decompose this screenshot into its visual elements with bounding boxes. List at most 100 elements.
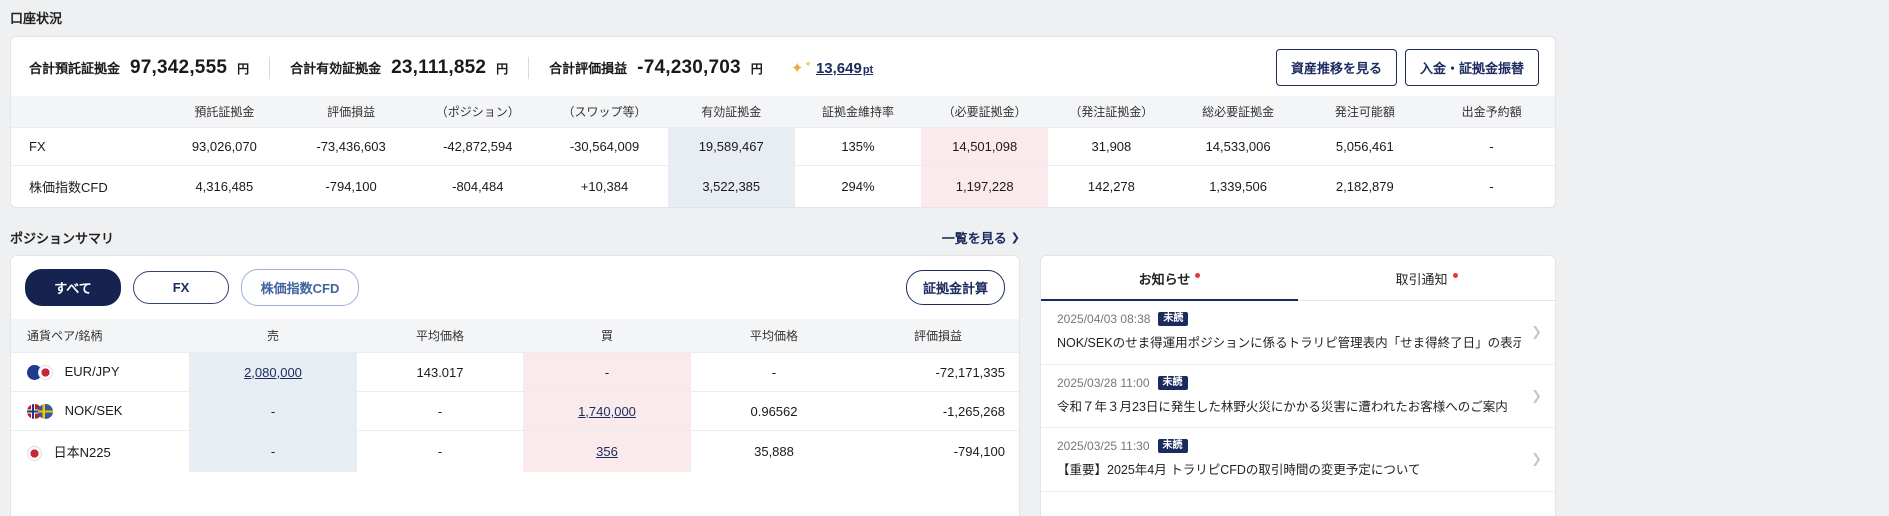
instrument-label: 株価指数CFD bbox=[11, 165, 161, 207]
chevron-right-icon: ❯ bbox=[1531, 324, 1542, 340]
column-header-buy-avg: 平均価格 bbox=[691, 319, 857, 353]
column-header-order-margin: （発注証拠金） bbox=[1048, 96, 1175, 128]
column-header-required: （必要証拠金） bbox=[921, 96, 1049, 128]
table-cell: - bbox=[1428, 165, 1555, 207]
sell-avg-cell: - bbox=[357, 430, 523, 473]
buy-avg-cell: 35,888 bbox=[691, 430, 857, 473]
sell-qty-link[interactable]: 2,080,000 bbox=[244, 364, 302, 380]
buy-avg-cell: - bbox=[691, 351, 857, 392]
account-row-fx: FX 93,026,070 -73,436,603 -42,872,594 -3… bbox=[11, 127, 1555, 166]
buy-qty-cell: 1,740,000 bbox=[523, 391, 691, 431]
eval-pl-cell: -72,171,335 bbox=[857, 351, 1019, 392]
column-header-sell-avg: 平均価格 bbox=[357, 319, 523, 353]
sparkle-icon: ✦ bbox=[790, 59, 804, 77]
news-datetime: 2025/03/25 11:30 bbox=[1057, 439, 1150, 453]
total-effective-unit: 円 bbox=[496, 61, 509, 76]
view-all-label: 一覧を見る bbox=[941, 231, 1007, 246]
table-cell: 1,339,506 bbox=[1174, 165, 1302, 207]
filter-all-button[interactable]: すべて bbox=[25, 269, 121, 306]
buy-qty-link[interactable]: 356 bbox=[596, 444, 618, 460]
table-cell: 14,501,098 bbox=[921, 127, 1049, 166]
news-item[interactable]: 2025/04/03 08:38 未読 NOK/SEKのせま得運用ポジションに係… bbox=[1041, 301, 1555, 365]
unread-badge: 未読 bbox=[1158, 312, 1189, 326]
sell-avg-cell: 143.017 bbox=[357, 351, 523, 392]
sparkle-small-icon: ✦ bbox=[804, 58, 812, 69]
sweden-flag-icon bbox=[38, 404, 53, 420]
table-cell: 135% bbox=[794, 127, 922, 166]
column-header-sell: 売 bbox=[189, 319, 357, 353]
sell-qty-cell: - bbox=[189, 430, 357, 473]
tab-notices-label: お知らせ bbox=[1138, 272, 1191, 287]
divider bbox=[269, 56, 271, 79]
filter-cfd-button[interactable]: 株価指数CFD bbox=[241, 269, 359, 306]
news-title: 令和７年３月23日に発生した林野火災にかかる災害に遭われたお客様へのご案内 bbox=[1057, 399, 1508, 414]
eval-pl-cell: -794,100 bbox=[857, 430, 1019, 473]
account-status-title: 口座状況 bbox=[10, 11, 63, 26]
pair-cell: 日本N225 bbox=[11, 430, 189, 473]
position-table-header-row: 通貨ペア/銘柄 売 平均価格 買 平均価格 評価損益 bbox=[11, 319, 1019, 353]
chevron-right-icon: ❯ bbox=[1010, 232, 1020, 244]
positions-section-header: ポジションサマリ 一覧を見る ❯ bbox=[10, 228, 1020, 247]
pair-label: NOK/SEK bbox=[64, 403, 123, 419]
divider bbox=[528, 56, 530, 79]
column-header-buy: 買 bbox=[523, 319, 691, 353]
total-effective-label: 合計有効証拠金 bbox=[290, 60, 382, 76]
news-item[interactable]: 2025/03/25 11:30 未読 【重要】2025年4月 トラリピCFDの… bbox=[1041, 428, 1555, 492]
news-item[interactable]: 2025/03/28 11:00 未読 令和７年３月23日に発生した林野火災にか… bbox=[1041, 365, 1555, 428]
filter-fx-button[interactable]: FX bbox=[133, 271, 229, 304]
unread-dot-icon bbox=[1195, 273, 1201, 278]
column-header-deposit: 預託証拠金 bbox=[161, 96, 288, 128]
positions-title: ポジションサマリ bbox=[10, 231, 115, 246]
buy-qty-link[interactable]: 1,740,000 bbox=[578, 403, 636, 419]
view-all-link[interactable]: 一覧を見る ❯ bbox=[942, 228, 1020, 247]
points-value: 13,649 bbox=[815, 59, 862, 77]
sell-avg-cell: - bbox=[357, 391, 523, 431]
total-pl-label: 合計評価損益 bbox=[549, 60, 628, 76]
account-status-card: 合計預託証拠金 97,342,555 円 合計有効証拠金 23,111,852 … bbox=[10, 36, 1556, 208]
pair-cell: EUR/JPY bbox=[11, 351, 189, 392]
table-cell: 19,589,467 bbox=[667, 127, 795, 166]
asset-history-button[interactable]: 資産推移を見る bbox=[1275, 49, 1397, 86]
position-row-n225: 日本N225 - - 356 35,888 -794,100 bbox=[11, 430, 1019, 473]
table-cell: 3,522,385 bbox=[667, 165, 795, 207]
deposit-transfer-button[interactable]: 入金・証拠金振替 bbox=[1404, 49, 1539, 86]
tab-trade-alerts[interactable]: 取引通知 bbox=[1298, 256, 1555, 301]
table-cell: -42,872,594 bbox=[414, 127, 542, 166]
account-actions: 資産推移を見る 入金・証拠金振替 bbox=[1275, 49, 1539, 86]
news-datetime: 2025/03/28 11:00 bbox=[1057, 375, 1150, 390]
news-datetime: 2025/04/03 08:38 bbox=[1057, 312, 1151, 326]
unread-dot-icon bbox=[1452, 273, 1458, 278]
column-header-orderable: 発注可能額 bbox=[1301, 96, 1429, 128]
total-pl-unit: 円 bbox=[750, 61, 763, 76]
pair-cell: NOK/SEK bbox=[11, 391, 189, 431]
news-card: お知らせ 取引通知 2025/04/03 08:38 未読 NOK/SEKのせま… bbox=[1040, 255, 1556, 516]
total-deposit-value: 97,342,555 bbox=[130, 56, 228, 78]
japan-flag-icon bbox=[38, 365, 53, 381]
news-meta: 2025/03/25 11:30 未読 bbox=[1057, 439, 1521, 453]
pair-label: EUR/JPY bbox=[64, 364, 120, 379]
news-meta: 2025/04/03 08:38 未読 bbox=[1057, 312, 1521, 326]
unread-badge: 未読 bbox=[1157, 375, 1188, 390]
position-filter-bar: すべて FX 株価指数CFD 証拠金計算 bbox=[11, 256, 1019, 319]
margin-calc-button[interactable]: 証拠金計算 bbox=[905, 270, 1005, 305]
total-deposit-margin: 合計預託証拠金 97,342,555 円 bbox=[29, 57, 249, 79]
column-header-total-required: 総必要証拠金 bbox=[1174, 96, 1302, 128]
currency-flags bbox=[27, 365, 53, 381]
table-cell: 1,197,228 bbox=[921, 165, 1049, 207]
total-effective-margin: 合計有効証拠金 23,111,852 円 bbox=[290, 57, 508, 79]
points-link[interactable]: ✦ ✦ 13,649 pt bbox=[791, 59, 873, 77]
account-table-header-row: 預託証拠金 評価損益 （ポジション） （スワップ等） 有効証拠金 証拠金維持率 … bbox=[11, 96, 1555, 128]
column-header-pair: 通貨ペア/銘柄 bbox=[11, 319, 189, 353]
column-header-effective: 有効証拠金 bbox=[667, 96, 795, 128]
tab-notices[interactable]: お知らせ bbox=[1041, 256, 1298, 301]
chevron-right-icon: ❯ bbox=[1531, 387, 1542, 403]
table-cell: 93,026,070 bbox=[161, 127, 288, 166]
table-cell: 5,056,461 bbox=[1301, 127, 1429, 166]
chevron-right-icon: ❯ bbox=[1531, 451, 1542, 467]
table-cell: - bbox=[1428, 127, 1555, 166]
account-summary-bar: 合計預託証拠金 97,342,555 円 合計有効証拠金 23,111,852 … bbox=[11, 37, 1555, 96]
table-cell: -30,564,009 bbox=[541, 127, 668, 166]
buy-qty-cell: - bbox=[523, 351, 691, 392]
table-cell: 2,182,879 bbox=[1301, 165, 1429, 207]
tab-trade-alerts-label: 取引通知 bbox=[1395, 272, 1448, 287]
